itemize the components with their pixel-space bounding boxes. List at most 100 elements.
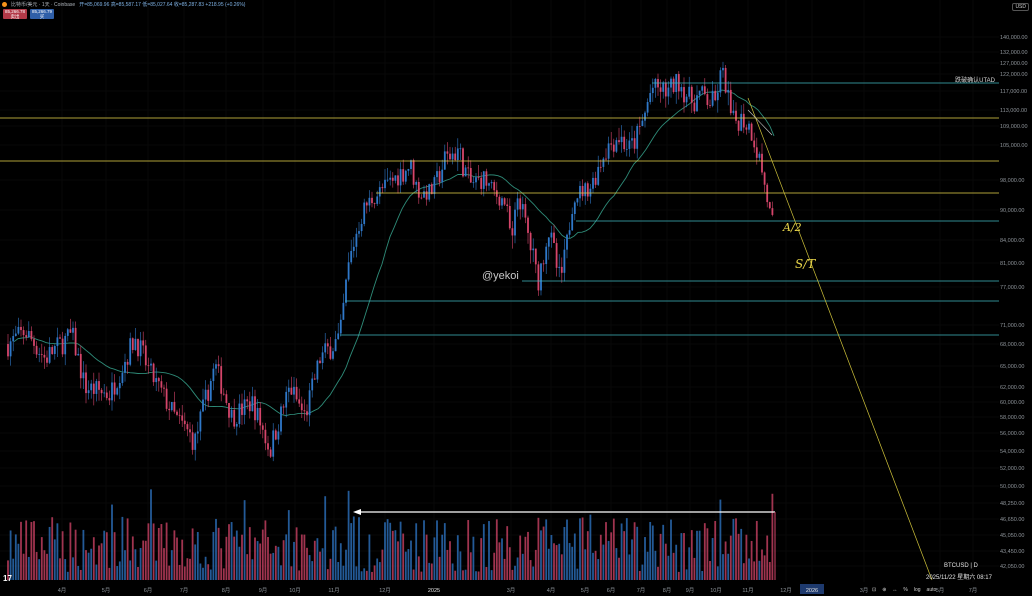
volume-bar [17,543,20,580]
y-tick-label: 71,000.00 [1000,323,1024,329]
axis-tool-4[interactable]: log [913,587,921,593]
volume-bar [246,554,249,580]
candle-body [399,169,402,186]
candle-body [352,246,355,251]
candle-body [233,409,236,427]
candle-body [763,172,766,185]
symbol-line: BTCUSD | D [944,563,978,569]
candle-body [706,94,709,106]
volume-bar [7,560,9,580]
candle-body [194,433,197,450]
candle-body [100,389,103,394]
volume-bar [365,570,368,580]
candle-body [202,399,204,412]
volume-bar [64,559,67,580]
volume-bar [412,569,415,580]
candle-body [758,153,761,158]
candle-body [389,177,392,180]
volume-bar [394,530,397,580]
candle-body [404,170,407,182]
annotations[interactable]: A/2 S/T [782,221,816,271]
volume-bar [610,532,613,580]
volume-bar [755,520,758,580]
price-axis[interactable]: 140,000.00 132,000.00 127,000.00 122,000.00… [999,0,1032,596]
volume-bar [493,552,496,580]
axis-tool-2[interactable]: ↔ [892,587,898,593]
volume-bar [142,540,145,580]
trend-line[interactable] [747,97,933,581]
candle-body [116,388,119,395]
candle-body [139,340,142,357]
volume-bar [69,522,72,580]
volume-bar [48,526,51,580]
volume-bar [329,558,332,580]
volume-bar [550,534,553,580]
candle-body [98,381,100,390]
volume-bar [25,520,28,580]
volume-bar [33,521,35,580]
sell-button[interactable]: 85,266.78 卖出 [3,9,28,19]
axis-tool-0[interactable]: ⊡ [872,587,877,593]
volume-bar [287,510,290,580]
volume-bar [176,537,178,580]
volume-bar [35,551,38,580]
volume-bar [735,518,737,580]
volume-bar [272,552,275,580]
candle-body [651,87,654,94]
candle-body [433,177,436,195]
volume-bar [274,545,277,580]
y-tick-label: 52,000.00 [1000,466,1024,472]
volume-bar [196,532,199,580]
volume-bar [592,552,594,580]
candle-body [347,262,350,280]
symbol-title[interactable]: 比特币/美元 · 1天 · Coinbase [11,2,76,8]
y-tick-label: 140,000.00 [1000,35,1028,41]
volume-bar [768,561,771,580]
candle-body [407,168,410,171]
candle-body [170,401,173,411]
time-axis[interactable]: 4月 5月 6月 7月 8月 9月 10月 11月 12月 2025 3月 4月 5月 6月 7月 8月 9月 1… [58,584,978,594]
currency-badge[interactable]: USD [1012,3,1029,11]
volume-bar [519,535,522,580]
candle-body [456,148,459,161]
volume-bar [108,567,111,580]
horizontal-levels[interactable]: 119,976.37跌破确认UTAD111,065.36107,317.1210… [0,76,1032,584]
volume-bar [644,537,646,580]
y-tick-label: 68,000.00 [1000,342,1024,348]
candle-body [316,360,319,380]
candle-body [129,338,132,365]
volume-bar [90,548,93,580]
candle-body [189,429,191,433]
volume-bar [761,549,763,580]
candle-body [332,351,334,359]
candle-body [459,148,462,150]
axis-tool-3[interactable]: % [903,587,908,593]
candle-body [727,89,730,93]
volume-bar [683,533,685,580]
candle-body [79,353,82,379]
axis-tool-5[interactable]: auto [926,587,937,593]
volume-bar [53,539,56,580]
volume-bar [209,569,212,580]
buy-button[interactable]: 85,266.79 买 [30,9,55,19]
candle-body [178,414,181,416]
candle-body [235,424,238,427]
candle-body [225,394,228,403]
volume-bar [688,547,691,580]
volume-bar [722,554,724,580]
volume-bar [378,562,381,580]
candle-body [155,378,158,383]
candle-body [186,424,189,430]
volume-bar [594,550,597,580]
bitcoin-icon [2,2,7,7]
x-tick-label: 2026 [806,588,818,594]
candle-body [542,263,545,265]
candle-body [443,151,446,170]
candle-body [771,208,774,215]
volume-bar [381,549,384,580]
axis-tool-1[interactable]: ⊕ [882,587,887,593]
volume-bar [547,548,550,580]
volume-bar [501,538,503,580]
y-tick-label: 43,450.00 [1000,549,1024,555]
